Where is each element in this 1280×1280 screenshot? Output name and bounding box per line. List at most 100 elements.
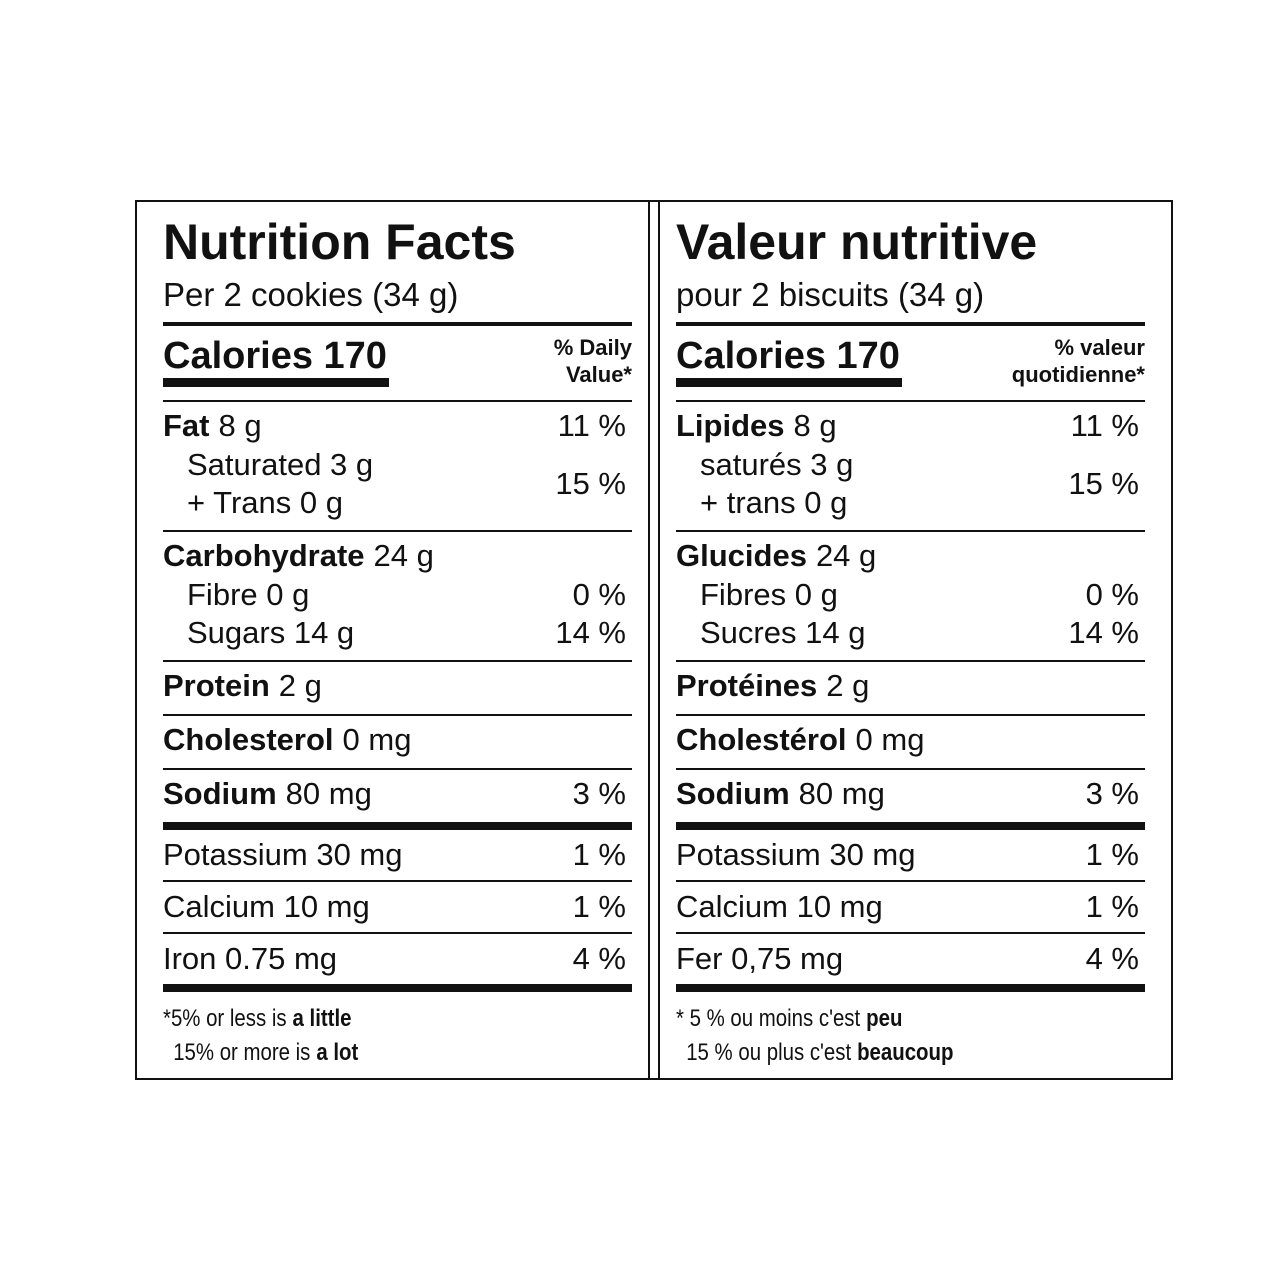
daily-value: 15 % xyxy=(1068,466,1139,501)
nutrient-amount: 8 g xyxy=(218,408,262,443)
nutrient-line: Protein 2 g xyxy=(163,666,322,706)
nutrient-line: Lipides 8 g xyxy=(676,406,837,446)
nutrient-label: Sugars 14 g xyxy=(163,614,354,652)
nutrient-label: Protéines 2 g xyxy=(676,666,869,706)
nutrient-row: Cholesterol 0 mg xyxy=(163,720,632,760)
daily-value: 3 % xyxy=(1085,776,1139,811)
footnote-line: *5% or less is a little xyxy=(163,1002,562,1036)
nutrient-line: Cholestérol 0 mg xyxy=(676,720,924,760)
nutrient-section: Lipides 8 g 11 % saturés 3 g + trans 0 g 15 % xyxy=(676,400,1145,530)
nutrition-panel: Nutrition Facts Per 2 cookies (34 g) Calor… xyxy=(135,200,660,1080)
thick-rule xyxy=(676,822,1145,830)
dv-header-line: quotidienne* xyxy=(1011,362,1145,387)
nutrient-amount: 0 mg xyxy=(855,722,925,757)
dv-header: % valeur quotidienne* xyxy=(1012,334,1145,400)
mineral-row: Calcium 10 mg 1 % xyxy=(676,880,1145,932)
nutrient-section: Cholesterol 0 mg xyxy=(163,714,632,768)
footnote-line: 15 % ou plus c'est beaucoup xyxy=(676,1036,1075,1070)
calories-block: Calories 170 % Daily Value* xyxy=(163,326,632,400)
nutrient-name: Fat xyxy=(163,408,210,443)
mineral-row: Iron 0.75 mg 4 % xyxy=(163,932,632,984)
nutrient-label: Sodium 80 mg xyxy=(676,774,885,814)
nutrient-line: Protéines 2 g xyxy=(676,666,869,706)
nutrient-row: Glucides 24 g xyxy=(676,536,1145,576)
daily-value: 1 % xyxy=(1085,837,1139,872)
serving-size: pour 2 biscuits (34 g) xyxy=(676,276,985,313)
panel-inner: Nutrition Facts Per 2 cookies (34 g) Calor… xyxy=(163,202,632,1070)
mineral-name: Calcium 10 mg xyxy=(163,889,370,924)
footnote-text: 15 % ou plus c'est xyxy=(686,1039,852,1066)
mineral-row: Fer 0,75 mg 4 % xyxy=(676,932,1145,984)
nutrient-label: Cholestérol 0 mg xyxy=(676,720,924,760)
daily-value: 1 % xyxy=(1085,889,1139,924)
daily-value: 11 % xyxy=(557,408,626,443)
nutrient-row: Fibre 0 g 0 % xyxy=(163,576,632,614)
nutrient-amount: 2 g xyxy=(826,668,870,703)
dv-header-line: % valeur xyxy=(1054,335,1146,360)
mineral-row: Potassium 30 mg 1 % xyxy=(163,830,632,880)
nutrient-amount: 8 g xyxy=(793,408,837,443)
serving-size: Per 2 cookies (34 g) xyxy=(163,276,459,313)
nutrient-label: Fibre 0 g xyxy=(163,576,309,614)
mineral-name: Fer 0,75 mg xyxy=(676,941,844,976)
footnote-bold: a little xyxy=(292,1005,352,1032)
daily-value: 0 % xyxy=(1085,577,1139,612)
rule xyxy=(676,322,1145,326)
nutrient-row: Sodium 80 mg 3 % xyxy=(676,774,1145,814)
daily-value: 0 % xyxy=(572,577,626,612)
nutrient-row: Lipides 8 g 11 % xyxy=(676,406,1145,446)
daily-value: 4 % xyxy=(1085,941,1139,976)
footnote-text: 15% or more is xyxy=(173,1039,311,1066)
nutrient-label: Protein 2 g xyxy=(163,666,322,706)
thick-rule xyxy=(163,984,632,992)
nutrient-label: Lipides 8 g xyxy=(676,406,837,446)
nutrient-label: Saturated 3 g + Trans 0 g xyxy=(163,446,373,522)
thick-rule xyxy=(676,984,1145,992)
footnote-bold: beaucoup xyxy=(857,1039,954,1066)
nutrient-line: Sodium 80 mg xyxy=(676,774,885,814)
nutrient-section: Protein 2 g xyxy=(163,660,632,714)
nutrient-line: Glucides 24 g xyxy=(676,536,876,576)
nutrient-name: Cholestérol xyxy=(676,722,847,757)
nutrient-section: Sodium 80 mg 3 % xyxy=(163,768,632,822)
sub-nutrient: saturés 3 g xyxy=(700,447,854,482)
daily-value: 1 % xyxy=(572,837,626,872)
nutrient-name: Cholesterol xyxy=(163,722,334,757)
footnote-text: *5% or less is xyxy=(163,1005,287,1032)
nutrient-line: Cholesterol 0 mg xyxy=(163,720,411,760)
daily-value: 3 % xyxy=(572,776,626,811)
nutrient-name: Protein xyxy=(163,668,270,703)
nutrient-row: Fibres 0 g 0 % xyxy=(676,576,1145,614)
nutrition-panel: Valeur nutritive pour 2 biscuits (34 g) Ca… xyxy=(648,200,1173,1080)
mineral-row: Calcium 10 mg 1 % xyxy=(163,880,632,932)
daily-value: 4 % xyxy=(572,941,626,976)
footnote-bold: a lot xyxy=(316,1039,359,1066)
nutrient-row: Carbohydrate 24 g xyxy=(163,536,632,576)
nutrient-label: Fat 8 g xyxy=(163,406,262,446)
nutrient-line: Carbohydrate 24 g xyxy=(163,536,434,576)
nutrient-section: Protéines 2 g xyxy=(676,660,1145,714)
daily-value: 14 % xyxy=(555,615,626,650)
dv-header-line: % Daily xyxy=(553,335,632,360)
nutrient-row: Protéines 2 g xyxy=(676,666,1145,706)
nutrient-label: Fibres 0 g xyxy=(676,576,838,614)
nutrient-name: Glucides xyxy=(676,538,807,573)
panel-title: Nutrition Facts xyxy=(163,214,516,270)
nutrient-amount: 24 g xyxy=(815,538,877,573)
calories: Calories 170 xyxy=(676,334,902,387)
calories-block: Calories 170 % valeur quotidienne* xyxy=(676,326,1145,400)
nutrient-row: Sucres 14 g 14 % xyxy=(676,614,1145,652)
nutrient-line: Sodium 80 mg xyxy=(163,774,372,814)
mineral-name: Calcium 10 mg xyxy=(676,889,883,924)
calories: Calories 170 xyxy=(163,334,389,387)
footnote-line: * 5 % ou moins c'est peu xyxy=(676,1002,1075,1036)
nutrient-section: Carbohydrate 24 g Fibre 0 g 0 % Sugars 14 g 1… xyxy=(163,530,632,660)
sub-nutrient: Fibres 0 g xyxy=(700,577,838,612)
nutrient-amount: 0 mg xyxy=(342,722,412,757)
sub-nutrient: + trans 0 g xyxy=(700,485,848,520)
thick-rule xyxy=(163,822,632,830)
nutrient-amount: 80 mg xyxy=(285,776,372,811)
footnote-text: * 5 % ou moins c'est xyxy=(676,1005,861,1032)
